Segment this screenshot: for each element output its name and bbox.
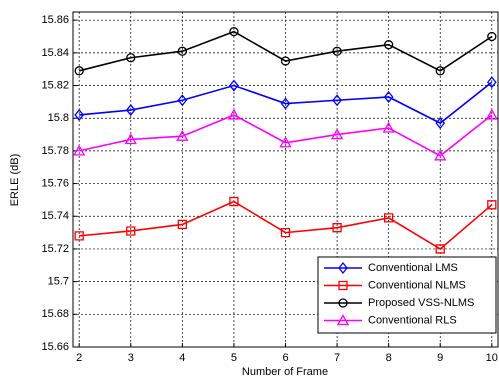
- marker: [177, 46, 187, 56]
- marker: [435, 244, 445, 254]
- marker: [382, 121, 395, 133]
- marker: [485, 108, 498, 120]
- series-line: [79, 114, 493, 157]
- marker: [74, 66, 84, 76]
- y-tick-label: 15.68: [41, 308, 69, 320]
- marker: [434, 149, 447, 161]
- marker: [74, 108, 85, 121]
- marker: [338, 280, 348, 291]
- marker: [126, 53, 136, 63]
- marker: [126, 226, 136, 236]
- legend-label: Conventional NLMS: [368, 279, 466, 291]
- y-tick-label: 15.84: [41, 47, 69, 59]
- x-tick-label: 5: [231, 352, 237, 364]
- y-tick-label: 15.72: [41, 243, 69, 255]
- x-tick-label: 3: [128, 352, 134, 364]
- x-tick-label: 9: [437, 352, 443, 364]
- marker: [330, 128, 344, 140]
- series-line: [79, 81, 493, 125]
- marker: [177, 219, 187, 230]
- marker: [486, 76, 497, 89]
- legend-label: Proposed VSS-NLMS: [368, 297, 474, 309]
- marker: [487, 200, 497, 210]
- marker: [383, 90, 394, 104]
- marker: [338, 298, 348, 308]
- marker: [73, 144, 86, 156]
- marker: [177, 94, 188, 107]
- marker: [384, 213, 394, 223]
- marker: [229, 196, 239, 207]
- marker: [384, 40, 394, 50]
- marker: [332, 94, 342, 107]
- y-tick-label: 15.76: [41, 177, 69, 189]
- series-line: [79, 200, 493, 250]
- marker: [487, 31, 497, 42]
- marker: [280, 56, 291, 66]
- series-line: [78, 30, 493, 72]
- marker: [74, 231, 84, 241]
- marker: [332, 223, 342, 233]
- y-tick-label: 15.8: [48, 112, 69, 124]
- marker: [124, 133, 137, 145]
- y-tick-label: 15.78: [41, 145, 69, 157]
- marker: [125, 104, 136, 117]
- marker: [338, 261, 348, 275]
- marker: [435, 66, 445, 76]
- marker: [280, 97, 291, 110]
- x-tick-label: 6: [282, 352, 288, 364]
- y-axis-label: ERLE (dB): [9, 154, 21, 207]
- y-tick-label: 15.74: [41, 210, 69, 222]
- x-tick-label: 8: [386, 352, 392, 364]
- y-tick-label: 15.82: [41, 79, 69, 91]
- marker: [336, 314, 350, 326]
- marker: [435, 117, 446, 130]
- marker: [332, 46, 342, 56]
- plot-frame: [72, 11, 499, 348]
- legend-label: Conventional LMS: [368, 262, 458, 274]
- marker: [176, 129, 189, 141]
- y-tick-label: 15.7: [48, 276, 69, 288]
- marker: [229, 79, 239, 92]
- marker: [227, 108, 241, 120]
- y-tick-label: 15.66: [41, 341, 69, 353]
- y-tick-label: 15.86: [41, 14, 69, 26]
- x-tick-label: 7: [334, 352, 340, 364]
- marker: [229, 26, 239, 37]
- legend-label: Conventional RLS: [368, 314, 457, 326]
- marker: [279, 136, 292, 148]
- x-tick-label: 10: [486, 352, 498, 364]
- x-tick-label: 4: [179, 352, 185, 364]
- marker: [280, 227, 291, 238]
- x-tick-label: 2: [76, 352, 82, 364]
- x-axis-label: Number of Frame: [242, 366, 328, 378]
